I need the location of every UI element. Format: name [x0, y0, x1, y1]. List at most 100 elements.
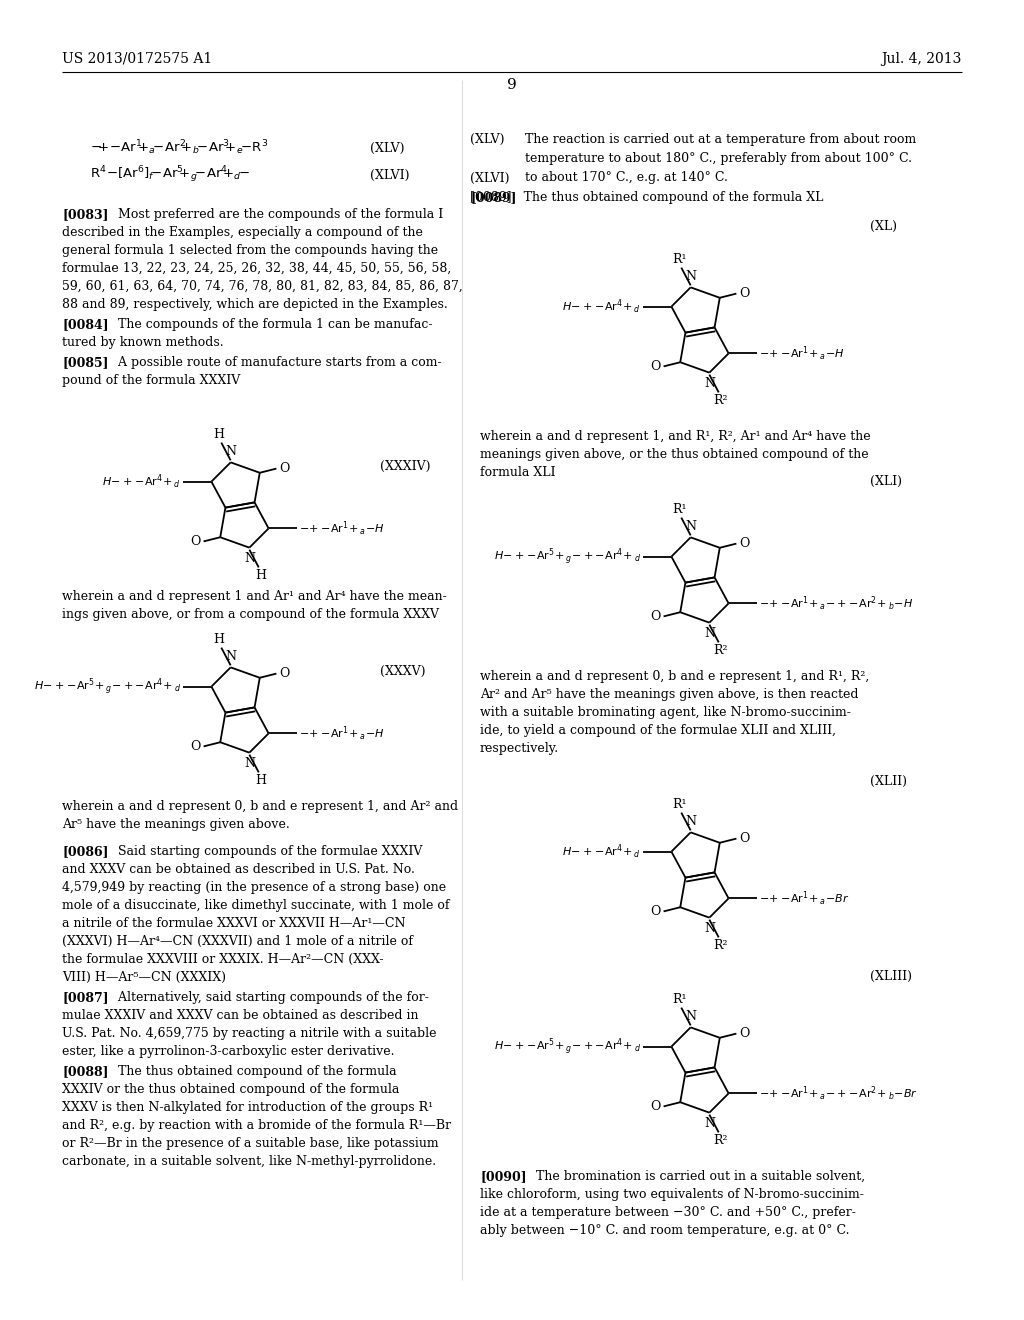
Text: N: N — [685, 520, 696, 533]
Text: O: O — [650, 1100, 660, 1113]
Text: N: N — [225, 651, 237, 664]
Text: [0085]: [0085] — [62, 356, 109, 370]
Text: R²: R² — [714, 644, 728, 657]
Text: R¹: R¹ — [672, 797, 686, 810]
Text: O: O — [739, 537, 750, 550]
Text: $H\!-\!+\!-\!\mathrm{Ar}^{4}\!+_{d}$: $H\!-\!+\!-\!\mathrm{Ar}^{4}\!+_{d}$ — [102, 473, 181, 491]
Text: general formula 1 selected from the compounds having the: general formula 1 selected from the comp… — [62, 244, 438, 257]
Text: $-\!+\!-\!\mathrm{Ar}^{1}\!+_{a}\!-\!+\!-\!\mathrm{Ar}^{2}\!+_{b}\!-\!H$: $-\!+\!-\!\mathrm{Ar}^{1}\!+_{a}\!-\!+\!… — [759, 594, 913, 612]
Text: Said starting compounds of the formulae XXXIV: Said starting compounds of the formulae … — [114, 845, 422, 858]
Text: 9: 9 — [507, 78, 517, 92]
Text: [0090]: [0090] — [480, 1170, 526, 1183]
Text: O: O — [190, 535, 201, 548]
Text: $-\!+\!-\!\mathrm{Ar}^{1}\!+_{a}\!-\!+\!-\!\mathrm{Ar}^{2}\!+_{b}\!-\!Br$: $-\!+\!-\!\mathrm{Ar}^{1}\!+_{a}\!-\!+\!… — [759, 1084, 919, 1102]
Text: $-\!+\!-\!\mathrm{Ar}^{1}\!+_{a}\!-\!H$: $-\!+\!-\!\mathrm{Ar}^{1}\!+_{a}\!-\!H$ — [299, 725, 385, 743]
Text: temperature to about 180° C., preferably from about 100° C.: temperature to about 180° C., preferably… — [525, 152, 912, 165]
Text: O: O — [280, 462, 290, 475]
Text: N: N — [685, 816, 696, 829]
Text: 59, 60, 61, 63, 64, 70, 74, 76, 78, 80, 81, 82, 83, 84, 85, 86, 87,: 59, 60, 61, 63, 64, 70, 74, 76, 78, 80, … — [62, 280, 463, 293]
Text: O: O — [739, 1027, 750, 1040]
Text: R¹: R¹ — [672, 993, 686, 1006]
Text: O: O — [280, 667, 290, 680]
Text: US 2013/0172575 A1: US 2013/0172575 A1 — [62, 51, 212, 66]
Text: $H\!-\!+\!-\!\mathrm{Ar}^{5}\!+_{g}\!-\!+\!-\!\mathrm{Ar}^{4}\!+_{d}$: $H\!-\!+\!-\!\mathrm{Ar}^{5}\!+_{g}\!-\!… — [34, 676, 181, 697]
Text: meanings given above, or the thus obtained compound of the: meanings given above, or the thus obtain… — [480, 447, 868, 461]
Text: or R²—Br in the presence of a suitable base, like potassium: or R²—Br in the presence of a suitable b… — [62, 1137, 438, 1150]
Text: (XLI): (XLI) — [870, 475, 902, 488]
Text: N: N — [703, 376, 715, 389]
Text: $-\!+\!-\!\mathrm{Ar}^{1}\!+_{a}\!-\!H$: $-\!+\!-\!\mathrm{Ar}^{1}\!+_{a}\!-\!H$ — [759, 345, 845, 363]
Text: Alternatively, said starting compounds of the for-: Alternatively, said starting compounds o… — [114, 991, 429, 1005]
Text: Jul. 4, 2013: Jul. 4, 2013 — [882, 51, 962, 66]
Text: with a suitable brominating agent, like N-bromo-succinim-: with a suitable brominating agent, like … — [480, 706, 851, 719]
Text: [0086]: [0086] — [62, 845, 109, 858]
Text: tured by known methods.: tured by known methods. — [62, 337, 223, 348]
Text: (XXXV): (XXXV) — [380, 665, 426, 678]
Text: (XLVI): (XLVI) — [370, 169, 410, 181]
Text: N: N — [225, 445, 237, 458]
Text: wherein a and d represent 1 and Ar¹ and Ar⁴ have the mean-: wherein a and d represent 1 and Ar¹ and … — [62, 590, 446, 603]
Text: H: H — [255, 775, 266, 788]
Text: [0089]: [0089] — [470, 191, 516, 205]
Text: (XXXVI) H—Ar⁴—CN (XXXVII) and 1 mole of a nitrile of: (XXXVI) H—Ar⁴—CN (XXXVII) and 1 mole of … — [62, 935, 413, 948]
Text: XXXV is then N-alkylated for introduction of the groups R¹: XXXV is then N-alkylated for introductio… — [62, 1101, 433, 1114]
Text: R²: R² — [714, 395, 728, 408]
Text: N: N — [685, 1010, 696, 1023]
Text: O: O — [650, 610, 660, 623]
Text: N: N — [244, 756, 255, 770]
Text: ide at a temperature between −30° C. and +50° C., prefer-: ide at a temperature between −30° C. and… — [480, 1206, 856, 1218]
Text: The bromination is carried out in a suitable solvent,: The bromination is carried out in a suit… — [532, 1170, 865, 1183]
Text: $-\!+\!-\!\mathrm{Ar}^{1}\!+_{a}\!-\!H$: $-\!+\!-\!\mathrm{Ar}^{1}\!+_{a}\!-\!H$ — [299, 519, 385, 537]
Text: $H\!-\!+\!-\!\mathrm{Ar}^{4}\!+_{d}$: $H\!-\!+\!-\!\mathrm{Ar}^{4}\!+_{d}$ — [562, 297, 641, 315]
Text: [0087]: [0087] — [62, 991, 109, 1005]
Text: (XLII): (XLII) — [870, 775, 907, 788]
Text: mulae XXXIV and XXXV can be obtained as described in: mulae XXXIV and XXXV can be obtained as … — [62, 1008, 419, 1022]
Text: N: N — [703, 921, 715, 935]
Text: wherein a and d represent 0, b and e represent 1, and R¹, R²,: wherein a and d represent 0, b and e rep… — [480, 671, 869, 682]
Text: 4,579,949 by reacting (in the presence of a strong base) one: 4,579,949 by reacting (in the presence o… — [62, 880, 446, 894]
Text: ide, to yield a compound of the formulae XLII and XLIII,: ide, to yield a compound of the formulae… — [480, 723, 836, 737]
Text: Most preferred are the compounds of the formula I: Most preferred are the compounds of the … — [114, 209, 443, 220]
Text: N: N — [703, 1117, 715, 1130]
Text: R²: R² — [714, 940, 728, 953]
Text: U.S. Pat. No. 4,659,775 by reacting a nitrile with a suitable: U.S. Pat. No. 4,659,775 by reacting a ni… — [62, 1027, 436, 1040]
Text: H: H — [214, 632, 225, 645]
Text: O: O — [739, 832, 750, 845]
Text: N: N — [244, 552, 255, 565]
Text: The reaction is carried out at a temperature from about room: The reaction is carried out at a tempera… — [525, 133, 916, 147]
Text: formula XLI: formula XLI — [480, 466, 555, 479]
Text: Ar² and Ar⁵ have the meanings given above, is then reacted: Ar² and Ar⁵ have the meanings given abov… — [480, 688, 858, 701]
Text: [0084]: [0084] — [62, 318, 109, 331]
Text: and R², e.g. by reaction with a bromide of the formula R¹—Br: and R², e.g. by reaction with a bromide … — [62, 1119, 452, 1133]
Text: [0089]   The thus obtained compound of the formula XL: [0089] The thus obtained compound of the… — [470, 191, 823, 205]
Text: and XXXV can be obtained as described in U.S. Pat. No.: and XXXV can be obtained as described in… — [62, 863, 415, 876]
Text: The compounds of the formula 1 can be manufac-: The compounds of the formula 1 can be ma… — [114, 318, 432, 331]
Text: like chloroform, using two equivalents of N-bromo-succinim-: like chloroform, using two equivalents o… — [480, 1188, 864, 1201]
Text: O: O — [650, 360, 660, 374]
Text: R²: R² — [714, 1134, 728, 1147]
Text: [0088]: [0088] — [62, 1065, 109, 1078]
Text: Ar⁵ have the meanings given above.: Ar⁵ have the meanings given above. — [62, 818, 290, 832]
Text: N: N — [685, 271, 696, 284]
Text: R¹: R¹ — [672, 252, 686, 265]
Text: ester, like a pyrrolinon-3-carboxylic ester derivative.: ester, like a pyrrolinon-3-carboxylic es… — [62, 1045, 394, 1059]
Text: O: O — [739, 286, 750, 300]
Text: $-\!\!\!+\!\!-\!\mathrm{Ar}^{1}\!\!{+}_{a}\!\!-\!\mathrm{Ar}^{2}\!\!{+}_{b}\!\!-: $-\!\!\!+\!\!-\!\mathrm{Ar}^{1}\!\!{+}_{… — [90, 139, 268, 157]
Text: wherein a and d represent 1, and R¹, R², Ar¹ and Ar⁴ have the: wherein a and d represent 1, and R¹, R²,… — [480, 430, 870, 444]
Text: pound of the formula XXXIV: pound of the formula XXXIV — [62, 374, 241, 387]
Text: XXXIV or the thus obtained compound of the formula: XXXIV or the thus obtained compound of t… — [62, 1082, 399, 1096]
Text: formulae 13, 22, 23, 24, 25, 26, 32, 38, 44, 45, 50, 55, 56, 58,: formulae 13, 22, 23, 24, 25, 26, 32, 38,… — [62, 261, 452, 275]
Text: H: H — [214, 428, 225, 441]
Text: ably between −10° C. and room temperature, e.g. at 0° C.: ably between −10° C. and room temperatur… — [480, 1224, 850, 1237]
Text: carbonate, in a suitable solvent, like N-methyl-pyrrolidone.: carbonate, in a suitable solvent, like N… — [62, 1155, 436, 1168]
Text: H: H — [255, 569, 266, 582]
Text: N: N — [703, 627, 715, 640]
Text: (XXXIV): (XXXIV) — [380, 459, 430, 473]
Text: to about 170° C., e.g. at 140° C.: to about 170° C., e.g. at 140° C. — [525, 172, 728, 183]
Text: (XLIII): (XLIII) — [870, 970, 912, 983]
Text: wherein a and d represent 0, b and e represent 1, and Ar² and: wherein a and d represent 0, b and e rep… — [62, 800, 458, 813]
Text: R¹: R¹ — [672, 503, 686, 516]
Text: ings given above, or from a compound of the formula XXXV: ings given above, or from a compound of … — [62, 609, 439, 620]
Text: VIII) H—Ar⁵—CN (XXXIX): VIII) H—Ar⁵—CN (XXXIX) — [62, 972, 226, 983]
Text: A possible route of manufacture starts from a com-: A possible route of manufacture starts f… — [114, 356, 441, 370]
